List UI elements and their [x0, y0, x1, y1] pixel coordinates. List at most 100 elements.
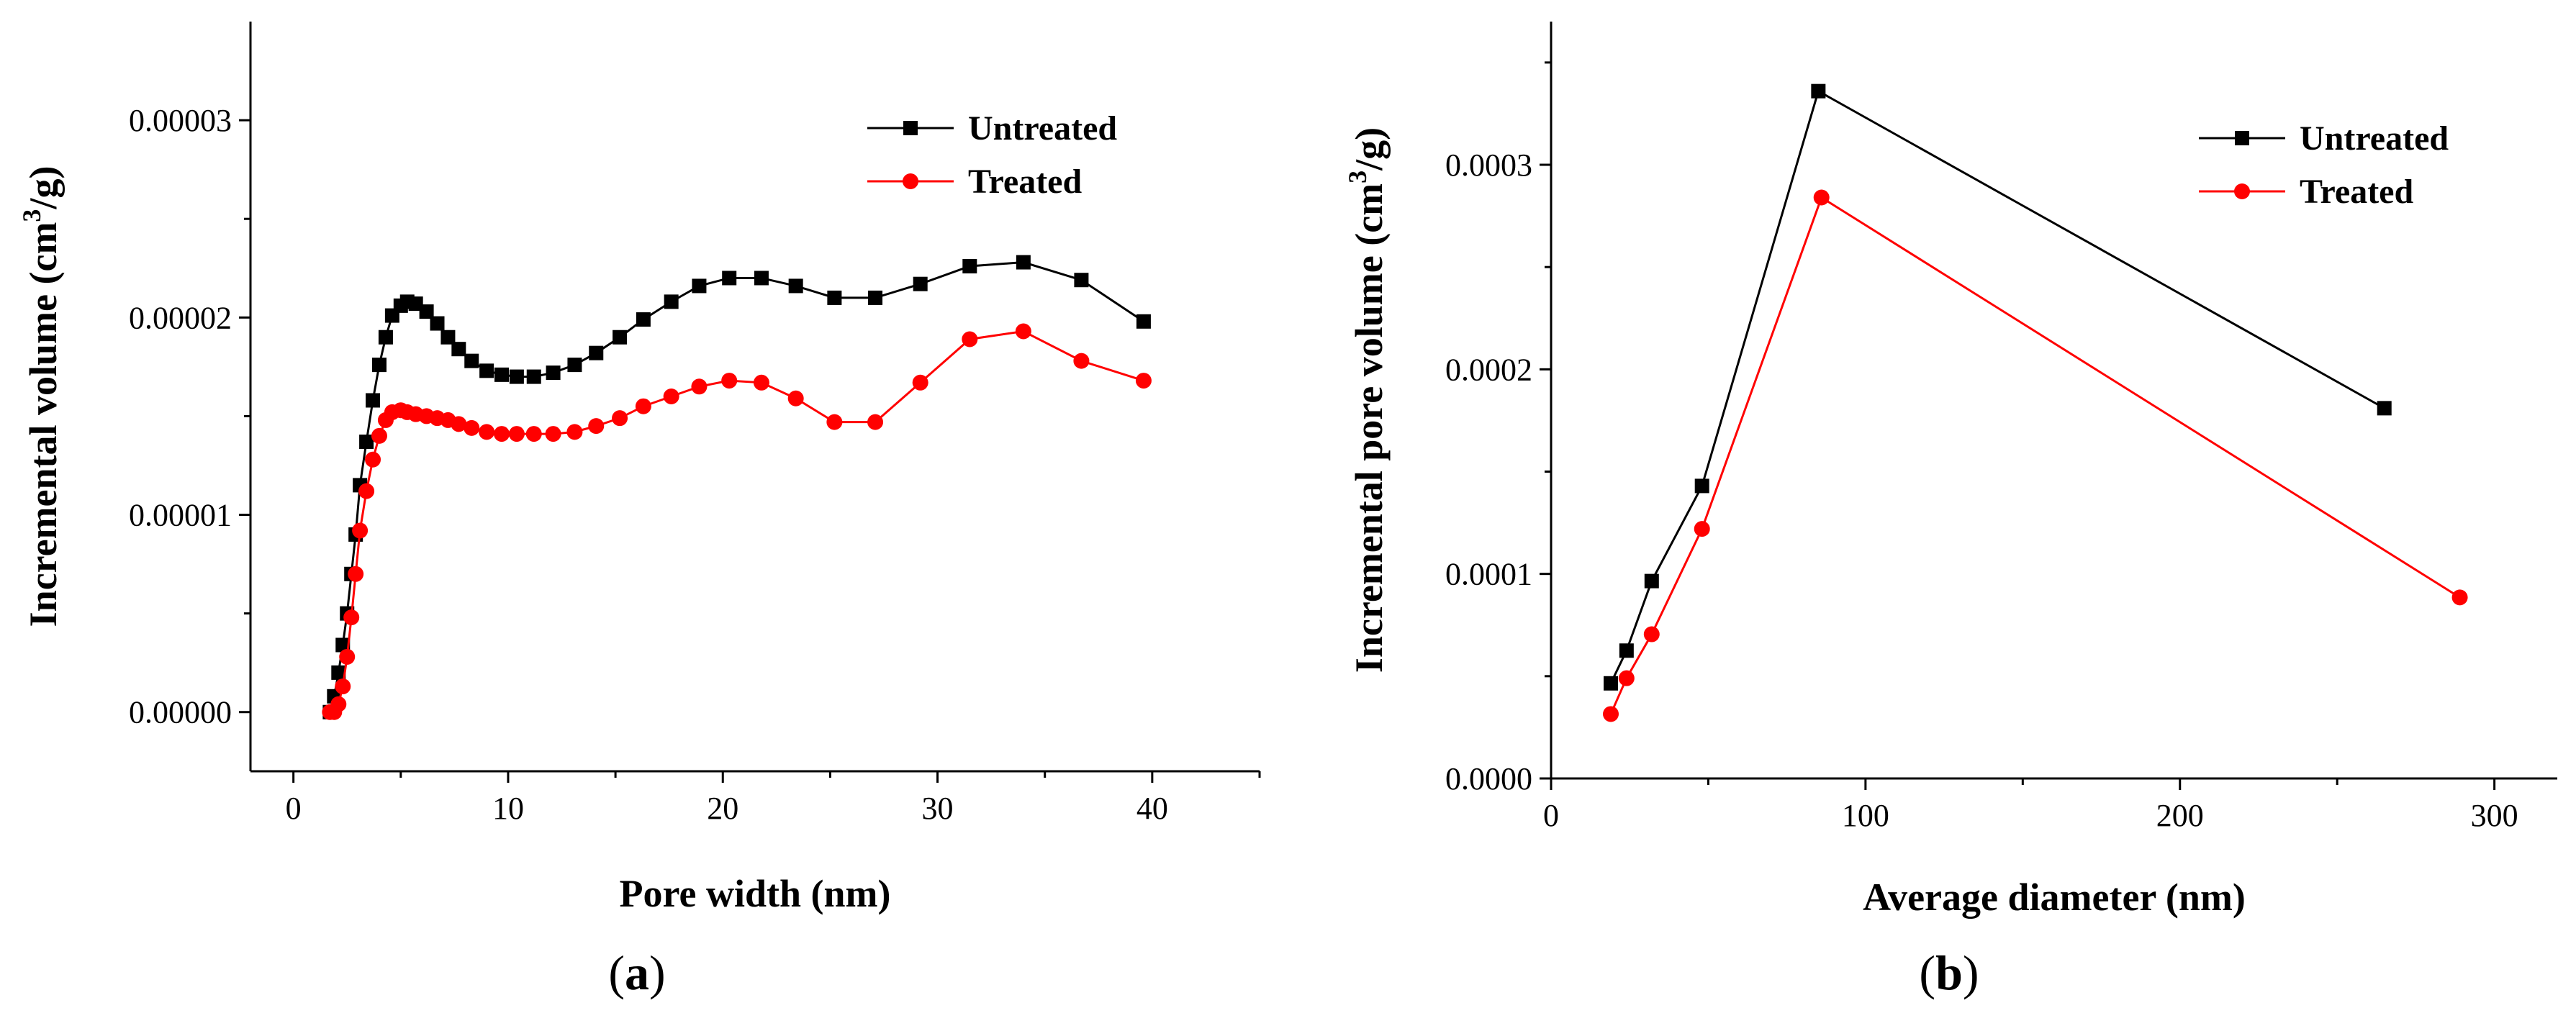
series-line: [330, 330, 1144, 714]
y-tick-label: 0.00000: [129, 695, 232, 730]
legend-marker: [903, 121, 918, 135]
legend: Untreated Treated: [2199, 119, 2449, 211]
legend-label: Untreated: [2300, 119, 2449, 158]
series-treated: [322, 323, 1152, 720]
y-tick-label: 0.0003: [1445, 147, 1532, 183]
data-point: [479, 363, 494, 378]
data-point: [331, 665, 346, 680]
data-point: [826, 414, 843, 430]
data-point: [2377, 401, 2392, 416]
data-point: [545, 426, 561, 442]
data-point: [430, 316, 445, 331]
data-point: [348, 565, 364, 582]
legend-marker: [2234, 183, 2250, 199]
data-point: [508, 426, 525, 442]
data-point: [343, 609, 360, 626]
data-point: [440, 330, 456, 345]
data-point: [494, 426, 510, 442]
y-tick-label: 0.00001: [129, 498, 232, 533]
data-point: [1811, 83, 1826, 99]
legend-marker: [903, 173, 918, 189]
y-tick-label: 0.00002: [129, 300, 232, 335]
data-point: [788, 278, 803, 294]
data-point: [526, 369, 541, 384]
x-tick-label: 100: [1842, 798, 1889, 833]
data-point: [867, 414, 884, 430]
data-point: [1135, 373, 1152, 389]
data-point: [330, 696, 347, 712]
data-point: [691, 378, 708, 395]
data-point: [494, 367, 510, 382]
x-tick-label: 200: [2156, 798, 2204, 833]
data-point: [664, 294, 679, 309]
panel-caption: (b): [1919, 945, 1979, 1000]
y-tick-label: 0.0001: [1445, 557, 1532, 592]
x-axis-title: Pore width (nm): [620, 872, 891, 915]
data-point: [636, 312, 651, 327]
x-tick-label: 40: [1136, 791, 1168, 826]
data-point: [566, 424, 583, 440]
data-point: [359, 435, 374, 450]
y-axis-title-part: /g): [22, 166, 65, 210]
legend-marker: [2235, 131, 2249, 145]
series-untreated: [322, 255, 1151, 719]
data-point: [371, 358, 387, 373]
data-point: [365, 451, 381, 468]
y-axis-title-part: Incremental pore volume (cm: [1347, 183, 1391, 673]
data-point: [635, 398, 651, 414]
data-point: [378, 330, 393, 345]
data-point: [612, 410, 628, 427]
data-point: [1074, 273, 1089, 288]
data-point: [663, 389, 679, 404]
data-point: [1073, 353, 1090, 369]
data-point: [754, 271, 769, 286]
data-point: [962, 259, 977, 274]
caption-close: ): [1963, 945, 1979, 1000]
series-untreated: [1604, 83, 2392, 691]
chart-a: 0.00000 0.00001 0.00002 0.00003 0 10 20 30 40 Por…: [17, 22, 1261, 1000]
data-point: [525, 426, 542, 442]
y-axis-title-superscript: 3: [1343, 171, 1372, 183]
data-point: [827, 290, 842, 305]
data-point: [1015, 323, 1031, 340]
data-point: [366, 393, 381, 408]
series-line: [1609, 196, 2461, 715]
x-tick-label: 0: [286, 791, 302, 826]
data-point: [419, 304, 434, 319]
x-tick-label: 0: [1543, 798, 1559, 833]
data-point: [451, 416, 467, 432]
data-point: [912, 374, 928, 391]
caption-letter: b: [1935, 945, 1963, 1000]
data-point: [339, 648, 356, 665]
series-treated: [1603, 189, 2468, 722]
caption-open: (: [1919, 945, 1935, 1000]
y-tick-label: 0.0002: [1445, 352, 1532, 387]
x-tick-label: 30: [922, 791, 954, 826]
data-point: [352, 522, 369, 539]
data-point: [2451, 589, 2468, 606]
x-axis-title: Average diameter (nm): [1863, 876, 2246, 919]
x-tick-label: 20: [707, 791, 738, 826]
data-point: [589, 345, 604, 360]
series-line: [1609, 89, 2385, 684]
y-axis-title-part: /g): [1347, 127, 1391, 171]
legend: Untreated Treated: [867, 109, 1117, 201]
data-point: [1604, 676, 1619, 691]
panel-caption: (a): [608, 945, 665, 1000]
data-point: [868, 290, 883, 305]
data-point: [451, 342, 466, 357]
data-point: [335, 637, 351, 653]
data-point: [1644, 573, 1659, 589]
y-axis-title: Incremental pore volume (cm3/g): [1343, 127, 1391, 673]
data-point: [962, 331, 978, 347]
data-point: [753, 374, 769, 391]
legend-label: Treated: [2300, 173, 2413, 211]
data-point: [692, 278, 707, 294]
data-point: [1694, 478, 1709, 494]
data-point: [613, 330, 628, 345]
data-point: [787, 390, 804, 406]
x-tick-label: 10: [492, 791, 524, 826]
y-tick-label: 0.0000: [1445, 761, 1532, 796]
y-axis-title-superscript: 3: [17, 209, 46, 222]
